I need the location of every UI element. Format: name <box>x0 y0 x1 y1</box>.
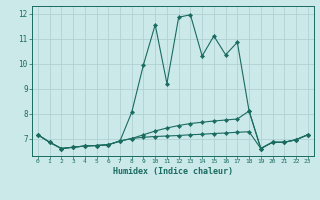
X-axis label: Humidex (Indice chaleur): Humidex (Indice chaleur) <box>113 167 233 176</box>
